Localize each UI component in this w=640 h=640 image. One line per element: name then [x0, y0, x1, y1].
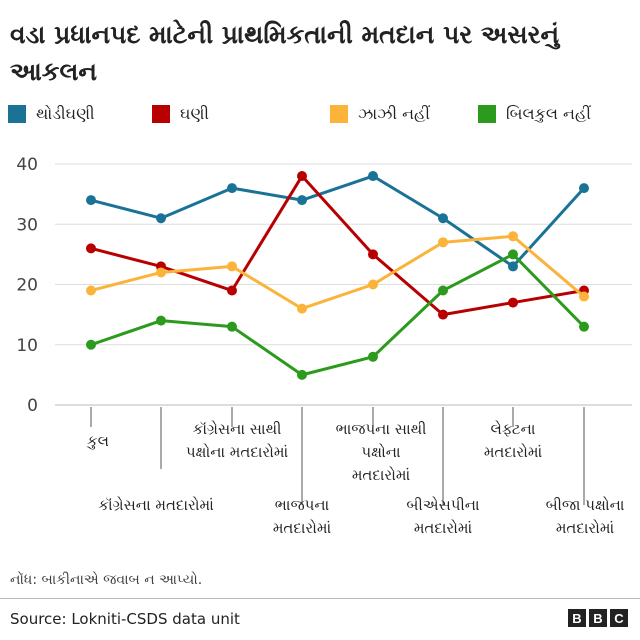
legend-label: બિલકુલ નહીં: [506, 104, 591, 123]
y-tick-label: 0: [27, 396, 38, 416]
data-point: [86, 285, 96, 296]
legend-item: બિલકુલ નહીં: [478, 104, 591, 124]
x-tick-label: કૉંગ્રેસના મતદારોમાં: [98, 496, 214, 514]
data-point: [156, 213, 166, 224]
legend-label: ઘણી: [180, 104, 209, 123]
series-line: [90, 174, 586, 268]
legend-item: થોડીઘણી: [8, 104, 95, 124]
x-tick-label: કૉંગ્રેસના સાથી પક્ષોના મતદારોમાં: [185, 420, 289, 461]
data-point: [227, 285, 237, 296]
data-point: [86, 339, 96, 350]
bbc-logo-letter: C: [610, 609, 628, 627]
data-point: [508, 249, 518, 260]
data-point: [156, 267, 166, 278]
legend-swatch: [8, 105, 26, 123]
legend-item: ઝાઝી નહીં: [330, 104, 430, 124]
data-point: [368, 249, 378, 260]
data-point: [508, 231, 518, 242]
data-point: [438, 309, 448, 320]
line-chart: 0 10 20 30 40: [16, 155, 632, 505]
data-point: [438, 237, 448, 248]
legend-label: ઝાઝી નહીં: [358, 104, 430, 123]
data-point: [368, 351, 378, 362]
data-point: [227, 183, 237, 194]
y-tick-label: 10: [16, 336, 38, 356]
data-point: [579, 183, 589, 194]
legend-swatch: [478, 105, 496, 123]
source-text: Source: Lokniti-CSDS data unit: [10, 610, 240, 628]
x-tick-label: ભાજપના મતદારોમાં: [272, 496, 332, 537]
legend-swatch: [152, 105, 170, 123]
data-point: [156, 315, 166, 326]
chart-title: વડા પ્રધાનપદ માટેની પ્રાથમિકતાની મતદાન પ…: [10, 20, 560, 86]
data-point: [297, 303, 307, 314]
data-point: [297, 195, 307, 206]
data-point: [508, 261, 518, 272]
data-point: [579, 321, 589, 332]
y-tick-label: 30: [16, 215, 38, 235]
data-point: [438, 213, 448, 224]
x-tick-label: લેફ્ટના મતદારોમાં: [483, 420, 543, 461]
data-point: [227, 261, 237, 272]
legend-label: થોડીઘણી: [36, 104, 95, 123]
bbc-logo-letter: B: [568, 609, 586, 627]
divider: [0, 598, 640, 599]
x-tick-label: ભાજપના સાથી પક્ષોના મતદારોમાં: [335, 420, 427, 484]
data-point: [579, 291, 589, 302]
bbc-logo: B B C: [568, 609, 628, 627]
x-tick-label: કુલ: [87, 432, 109, 450]
footnote: નોંધ: બાકીનાએ જવાબ ન આપ્યો.: [10, 572, 203, 588]
series-line: [90, 234, 585, 311]
data-point: [86, 195, 96, 206]
legend-swatch: [330, 105, 348, 123]
legend-item: ઘણી: [152, 104, 209, 124]
y-tick-label: 40: [16, 155, 38, 175]
x-tick-label: બીજા પક્ષોના મતદારોમાં: [545, 496, 625, 537]
data-point: [508, 297, 518, 308]
data-point: [368, 279, 378, 290]
x-tick-label: બીએસપીના મતદારોમાં: [406, 496, 480, 537]
data-point: [227, 321, 237, 332]
data-point: [368, 171, 378, 182]
y-tick-label: 20: [16, 276, 38, 296]
series-line: [90, 252, 586, 377]
legend: થોડીઘણી ઘણી ઝાઝી નહીં બિલકુલ નહીં: [0, 100, 640, 130]
data-point: [86, 243, 96, 254]
data-point: [297, 369, 307, 380]
series-line: [90, 174, 585, 317]
data-point: [438, 285, 448, 296]
data-point: [297, 171, 307, 182]
bbc-logo-letter: B: [589, 609, 607, 627]
